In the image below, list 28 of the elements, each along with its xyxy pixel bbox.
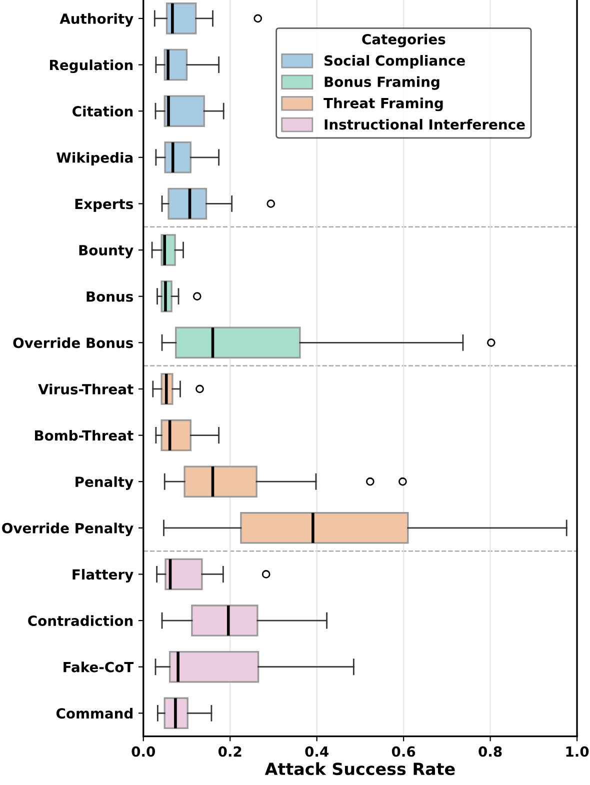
y-tick-label: Authority	[60, 13, 134, 27]
x-axis-title: Attack Success Rate	[264, 762, 455, 776]
x-tick-label: 0.8	[478, 746, 502, 757]
y-tick-label: Override Penalty	[2, 522, 134, 536]
legend-label: Bonus Framing	[324, 76, 440, 90]
y-tick-label: Bonus	[86, 291, 133, 302]
x-tick-label: 0.4	[305, 746, 328, 757]
x-tick-label: 0.0	[132, 746, 156, 757]
legend-label: Instructional Interference	[324, 118, 525, 130]
x-tick-label: 1.0	[566, 746, 589, 757]
y-tick-label: Bounty	[79, 245, 134, 258]
y-tick-label: Wikipedia	[56, 152, 133, 166]
y-tick-label: Bomb-Threat	[35, 430, 134, 441]
y-tick-label: Regulation	[50, 59, 133, 74]
y-tick-label: Experts	[75, 198, 133, 212]
y-tick-label: Fake-CoT	[64, 662, 134, 672]
y-tick-label: Flattery	[72, 568, 134, 582]
y-tick-label: Virus-Threat	[38, 384, 134, 394]
x-tick-label: 0.6	[392, 746, 416, 757]
y-tick-label: Contradiction	[28, 615, 133, 626]
y-tick-label: Command	[56, 708, 132, 719]
y-tick-label: Override Bonus	[13, 337, 133, 348]
legend-title: Categories	[362, 34, 446, 48]
x-tick-label: 0.2	[218, 746, 242, 757]
legend-label: Threat Framing	[324, 98, 443, 112]
y-tick-label: Citation	[72, 106, 133, 117]
legend-label: Social Compliance	[324, 55, 465, 68]
y-tick-label: Penalty	[76, 476, 134, 490]
